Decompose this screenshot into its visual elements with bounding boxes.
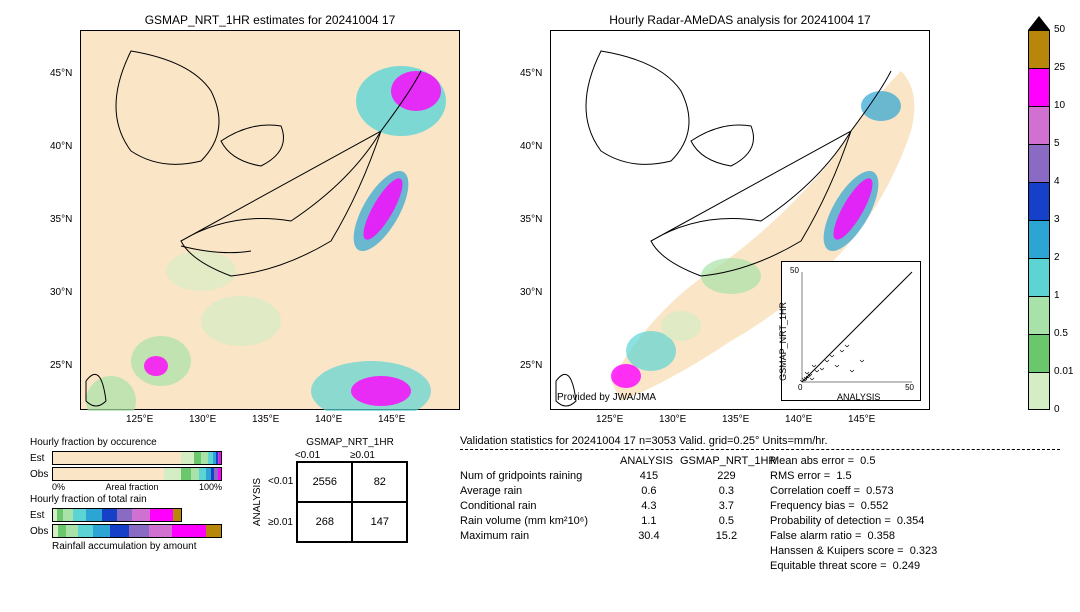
score-label: Frequency bias = 0.552 [770,500,888,512]
stats-header: Validation statistics for 20241004 17 n=… [460,435,1060,447]
lon-tick: 125°E [596,414,623,425]
stats-label: Rain volume (mm km²10⁶) [460,515,615,527]
lat-tick: 35°N [50,214,72,225]
fraction-title-3: Rainfall accumulation by amount [52,541,230,552]
fraction-bar-obs-occ [52,467,222,481]
colorbar: 502510543210.50.010 [1028,30,1050,410]
lon-tick: 140°E [785,414,812,425]
lat-tick: 25°N [50,360,72,371]
lat-tick: 45°N [520,68,542,79]
stats-val: 1.1 [615,515,683,527]
stats-val: 4.3 [615,500,683,512]
cont-cell: 147 [352,502,407,542]
scatter-xlabel: ANALYSIS [837,392,880,402]
stats-val: 0.5 [683,515,770,527]
lon-tick: 125°E [126,414,153,425]
scatter-plot-inset: ANALYSIS GSMAP_NRT_1HR 0 50 50 [781,261,921,401]
stats-val: 15.2 [683,530,770,542]
provided-by-text: Provided by JWA/JMA [557,392,656,403]
lat-tick: 40°N [50,141,72,152]
right-map-title: Hourly Radar-AMeDAS analysis for 2024100… [551,13,929,27]
radar-amedas-map: Hourly Radar-AMeDAS analysis for 2024100… [550,30,930,410]
lon-tick: 135°E [252,414,279,425]
lat-tick: 40°N [520,141,542,152]
lon-tick: 130°E [189,414,216,425]
left-map-svg [81,31,461,411]
lon-tick: 145°E [848,414,875,425]
contingency-table: GSMAP_NRT_1HR <0.01≥0.01 ANALYSIS <0.01≥… [250,435,420,543]
score-label: Mean abs error = 0.5 [770,455,875,467]
lat-tick: 30°N [520,287,542,298]
scatter-svg [782,262,922,402]
lon-tick: 135°E [722,414,749,425]
scatter-ylabel: GSMAP_NRT_1HR [778,302,788,381]
stats-val: 0.3 [683,485,770,497]
fraction-bar-est-occ [52,451,222,465]
stats-val: 30.4 [615,530,683,542]
lon-tick: 140°E [315,414,342,425]
stats-panel: Validation statistics for 20241004 17 n=… [460,435,1060,575]
fraction-bar-est-tot [52,508,182,522]
cont-cell: 82 [352,462,407,502]
fraction-title-1: Hourly fraction by occurence [30,437,230,448]
score-label: False alarm ratio = 0.358 [770,530,895,542]
cont-cell: 268 [297,502,352,542]
stats-val: 0.6 [615,485,683,497]
lon-tick: 130°E [659,414,686,425]
fraction-panel: Hourly fraction by occurence Est Obs 0%A… [30,435,230,554]
lat-tick: 30°N [50,287,72,298]
lat-tick: 35°N [520,214,542,225]
stats-label: Maximum rain [460,530,615,542]
stats-val: 3.7 [683,500,770,512]
score-label: Hanssen & Kuipers score = 0.323 [770,545,937,557]
score-label: RMS error = 1.5 [770,470,852,482]
lat-tick: 25°N [520,360,542,371]
stats-label: Conditional rain [460,500,615,512]
fraction-title-2: Hourly fraction of total rain [30,494,230,505]
score-label: Probability of detection = 0.354 [770,515,924,527]
stats-val: 229 [683,470,770,482]
score-label: Correlation coeff = 0.573 [770,485,894,497]
stats-val: 415 [615,470,683,482]
left-map-title: GSMAP_NRT_1HR estimates for 20241004 17 [81,13,459,27]
gsmap-estimate-map: GSMAP_NRT_1HR estimates for 20241004 17 [80,30,460,410]
lon-tick: 145°E [378,414,405,425]
lat-tick: 45°N [50,68,72,79]
stats-label: Num of gridpoints raining [460,470,615,482]
cont-cell: 2556 [297,462,352,502]
fraction-bar-obs-tot [52,524,222,538]
colorbar-arrow-icon [1028,16,1050,30]
stats-label: Average rain [460,485,615,497]
score-label: Equitable threat score = 0.249 [770,560,920,572]
